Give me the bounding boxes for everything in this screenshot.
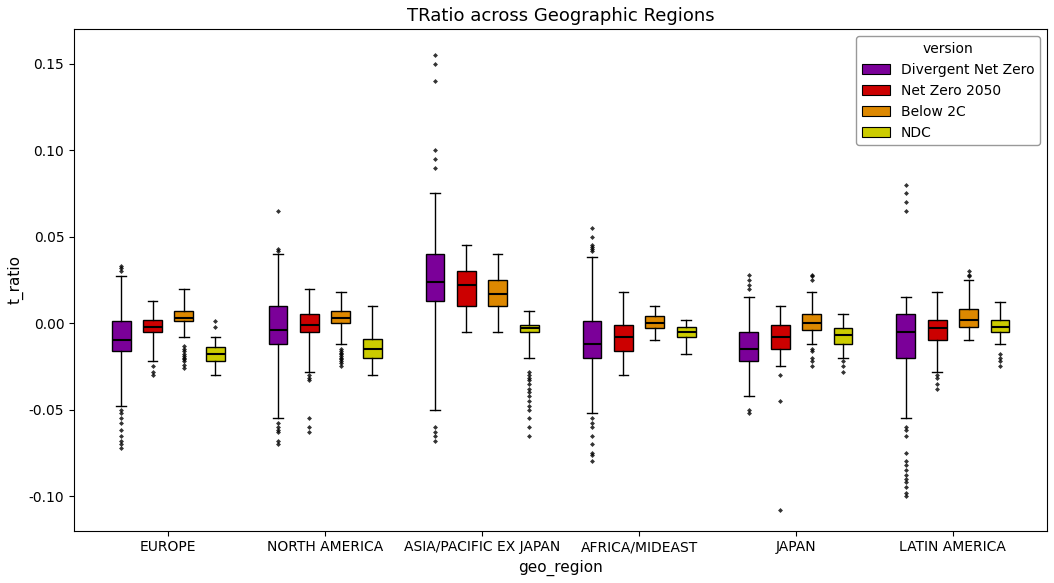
PathPatch shape	[959, 310, 978, 326]
PathPatch shape	[740, 332, 758, 361]
Legend: Divergent Net Zero, Net Zero 2050, Below 2C, NDC: Divergent Net Zero, Net Zero 2050, Below…	[857, 36, 1040, 145]
PathPatch shape	[645, 316, 664, 328]
Title: TRatio across Geographic Regions: TRatio across Geographic Regions	[407, 7, 715, 25]
PathPatch shape	[175, 311, 193, 321]
PathPatch shape	[363, 339, 382, 358]
PathPatch shape	[896, 314, 915, 358]
PathPatch shape	[143, 319, 162, 332]
PathPatch shape	[520, 325, 539, 332]
PathPatch shape	[488, 280, 507, 306]
PathPatch shape	[928, 319, 946, 340]
PathPatch shape	[802, 314, 821, 330]
PathPatch shape	[991, 319, 1010, 332]
PathPatch shape	[834, 328, 853, 344]
PathPatch shape	[677, 326, 696, 337]
PathPatch shape	[331, 311, 350, 323]
PathPatch shape	[770, 325, 789, 349]
PathPatch shape	[426, 254, 445, 301]
PathPatch shape	[457, 271, 475, 306]
PathPatch shape	[300, 314, 319, 332]
Y-axis label: t_ratio: t_ratio	[7, 255, 23, 304]
X-axis label: geo_region: geo_region	[519, 560, 603, 576]
PathPatch shape	[206, 347, 225, 361]
PathPatch shape	[583, 321, 602, 358]
PathPatch shape	[112, 321, 131, 351]
PathPatch shape	[613, 325, 632, 351]
PathPatch shape	[269, 306, 288, 344]
